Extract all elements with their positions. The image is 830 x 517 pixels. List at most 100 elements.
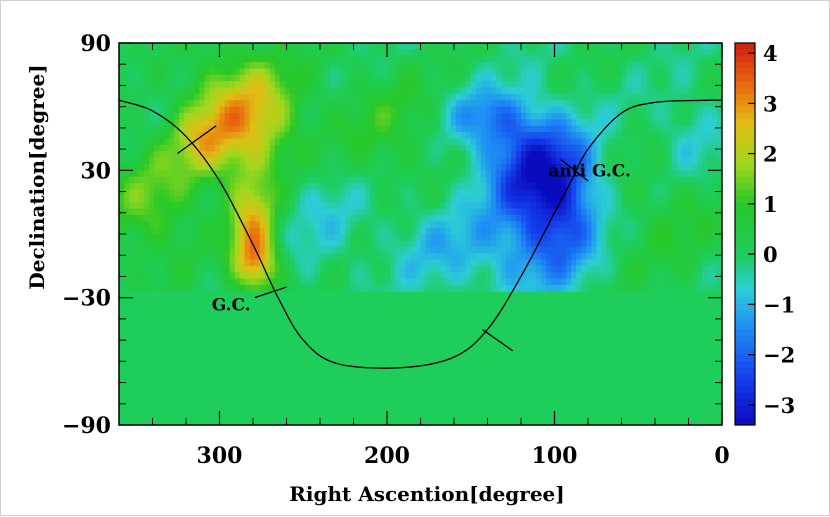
heatmap-cell: [450, 272, 457, 280]
heatmap-cell: [626, 113, 633, 120]
heatmap-cell: [701, 163, 708, 171]
heatmap-cell: [636, 272, 643, 280]
heatmap-cell: [556, 265, 562, 273]
heatmap-cell: [611, 62, 618, 70]
heatmap-cell: [500, 43, 507, 50]
heatmap-cell: [465, 81, 472, 89]
heatmap-cell: [415, 93, 422, 101]
heatmap-cell: [696, 284, 703, 292]
heatmap-cell: [681, 176, 688, 184]
heatmap-cell: [711, 183, 718, 191]
heatmap-cell: [696, 208, 703, 216]
heatmap-cell: [199, 240, 206, 248]
heatmap-cell: [169, 259, 175, 267]
heatmap-cell: [566, 157, 572, 165]
heatmap-cell: [455, 202, 462, 210]
heatmap-cell: [224, 176, 231, 184]
heatmap-cell: [149, 208, 155, 216]
heatmap-cell: [651, 183, 658, 191]
heatmap-cell: [274, 240, 281, 248]
heatmap-cell: [360, 227, 366, 235]
heatmap-cell: [360, 265, 366, 273]
heatmap-cell: [515, 132, 522, 140]
heatmap-cell: [395, 170, 401, 178]
heatmap-cell: [526, 132, 532, 140]
heatmap-cell: [546, 43, 552, 50]
heatmap-cell: [581, 259, 587, 267]
heatmap-cell: [350, 68, 356, 76]
heatmap-cell: [229, 272, 236, 280]
heatmap-cell: [415, 170, 422, 178]
heatmap-cell: [330, 170, 336, 178]
heatmap-cell: [706, 272, 713, 280]
heatmap-cell: [385, 93, 391, 101]
heatmap-cell: [435, 221, 442, 229]
heatmap-cell: [536, 202, 542, 210]
heatmap-cell: [601, 183, 608, 191]
heatmap-cell: [154, 163, 160, 171]
heatmap-cell: [661, 214, 668, 222]
heatmap-cell: [400, 49, 407, 57]
heatmap-cell: [415, 106, 422, 114]
heatmap-cell: [531, 157, 537, 165]
heatmap-cell: [591, 176, 597, 184]
heatmap-cell: [455, 43, 462, 50]
heatmap-cell: [661, 265, 668, 273]
heatmap-cell: [314, 259, 321, 267]
heatmap-cell: [485, 253, 492, 261]
heatmap-cell: [425, 253, 432, 261]
heatmap-cell: [536, 132, 542, 140]
heatmap-cell: [701, 74, 708, 82]
heatmap-cell: [224, 106, 231, 114]
heatmap-cell: [495, 113, 502, 120]
heatmap-cell: [656, 214, 663, 222]
heatmap-cell: [144, 125, 150, 133]
heatmap-cell: [425, 62, 432, 70]
heatmap-cell: [631, 253, 638, 261]
heatmap-cell: [490, 227, 497, 235]
heatmap-cell: [666, 234, 673, 241]
heatmap-cell: [551, 259, 557, 267]
heatmap-cell: [340, 74, 346, 82]
heatmap-cell: [526, 176, 532, 184]
heatmap-cell: [556, 132, 562, 140]
heatmap-cell: [179, 227, 185, 235]
heatmap-cell: [309, 246, 316, 254]
heatmap-cell: [224, 240, 231, 248]
heatmap-cell: [345, 87, 351, 95]
heatmap-cell: [365, 119, 371, 127]
heatmap-cell: [521, 74, 527, 82]
heatmap-cell: [460, 100, 467, 108]
heatmap-cell: [671, 93, 678, 101]
heatmap-cell: [485, 119, 492, 127]
heatmap-cell: [314, 183, 321, 191]
heatmap-cell: [490, 189, 497, 197]
heatmap-cell: [229, 227, 236, 235]
heatmap-cell: [475, 157, 482, 165]
heatmap-cell: [189, 125, 195, 133]
heatmap-cell: [465, 125, 472, 133]
heatmap-cell: [636, 119, 643, 127]
heatmap-cell: [656, 265, 663, 273]
heatmap-cell: [345, 234, 351, 241]
heatmap-cell: [646, 49, 653, 57]
heatmap-cell: [340, 208, 346, 216]
heatmap-cell: [526, 43, 532, 50]
heatmap-cell: [470, 227, 477, 235]
heatmap-cell: [314, 195, 321, 203]
heatmap-cell: [350, 119, 356, 127]
heatmap-cell: [611, 93, 618, 101]
heatmap-cell: [274, 246, 281, 254]
heatmap-cell: [435, 49, 442, 57]
heatmap-cell: [360, 259, 366, 267]
heatmap-cell: [189, 272, 195, 280]
heatmap-cell: [345, 183, 351, 191]
heatmap-cell: [696, 176, 703, 184]
heatmap-cell: [164, 113, 170, 120]
heatmap-cell: [686, 106, 693, 114]
heatmap-cell: [370, 62, 376, 70]
heatmap-cell: [134, 119, 140, 127]
heatmap-cell: [179, 259, 185, 267]
heatmap-cell: [420, 151, 427, 159]
heatmap-cell: [360, 176, 366, 184]
